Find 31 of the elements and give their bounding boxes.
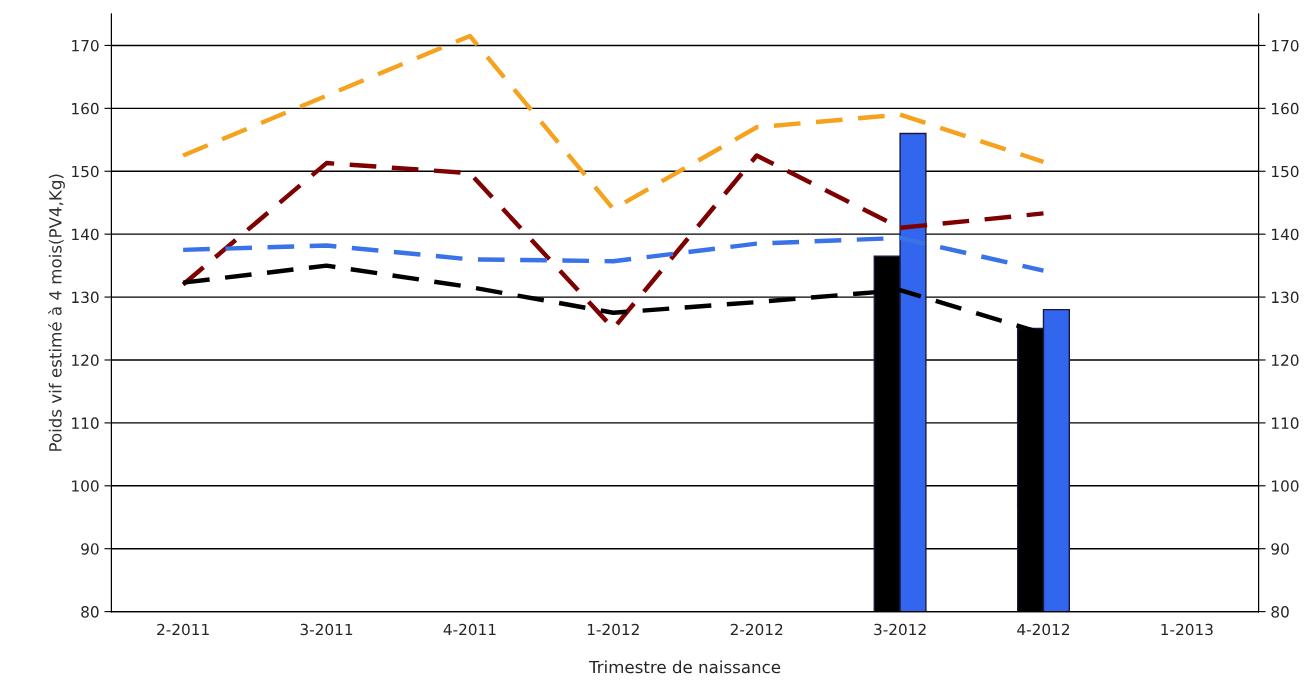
y2-tick-label: 110: [1272, 417, 1299, 429]
y-tick-label: 100: [72, 480, 99, 492]
y-tick-label: 80: [81, 606, 99, 618]
y-tick-label: 90: [81, 543, 99, 555]
y-tick-label: 130: [72, 291, 99, 304]
y2-tick-label: 170: [1272, 39, 1299, 52]
x-tick-label: 2-2012: [730, 623, 783, 636]
x-tick-label: 1-2012: [587, 623, 639, 636]
y-tick-label: 110: [72, 417, 99, 429]
y2-tick-label: 130: [1272, 291, 1299, 304]
y2-tick-label: 120: [1272, 354, 1299, 367]
y-tick-label: 150: [72, 165, 99, 178]
x-tick-label: 3-2011: [300, 623, 353, 636]
y2-tick-label: 140: [1272, 228, 1299, 241]
y2-tick-label: 150: [1272, 165, 1299, 178]
y-tick-label: 160: [72, 102, 99, 115]
x-axis-title: Trimestre de naissance: [588, 660, 781, 674]
x-tick-label: 2-2011: [157, 623, 209, 636]
y-tick-label: 140: [72, 228, 99, 241]
y-tick-label: 120: [72, 354, 99, 367]
y2-tick-label: 100: [1272, 480, 1299, 492]
y2-tick-label: 160: [1272, 102, 1299, 115]
x-tick-label: 4-2012: [1017, 623, 1069, 636]
y-tick-label: 170: [72, 39, 99, 52]
x-tick-label: 4-2011: [443, 623, 496, 636]
y2-tick-label: 80: [1271, 606, 1289, 618]
y2-tick-label: 90: [1271, 543, 1289, 555]
x-tick-label: 3-2012: [874, 623, 926, 636]
line-series: [180, 33, 1046, 212]
x-tick-label: 1-2013: [1161, 623, 1213, 636]
y-axis-title: Poids vif estimé à 4 mois(PV4,Kg): [48, 174, 65, 451]
